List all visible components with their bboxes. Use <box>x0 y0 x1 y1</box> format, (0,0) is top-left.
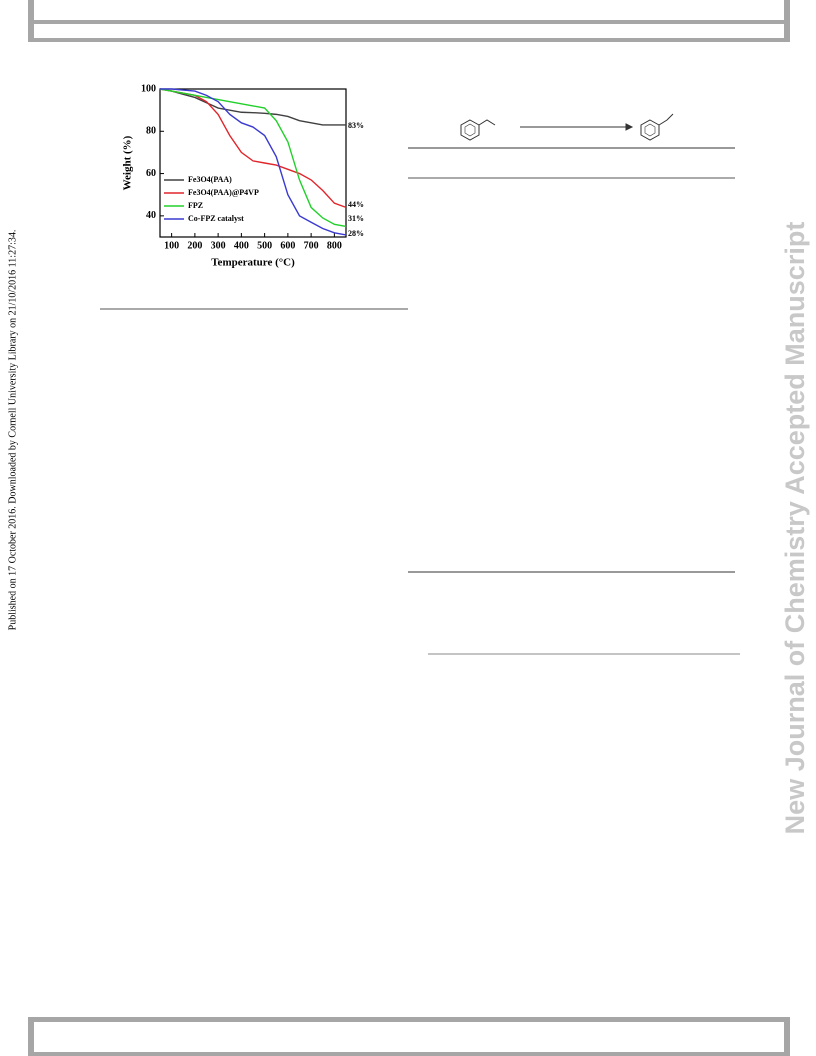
y-tick-label: 80 <box>146 126 156 137</box>
x-tick-label: 300 <box>211 240 226 251</box>
header-inner <box>34 24 784 38</box>
x-tick-label: 800 <box>327 240 342 251</box>
x-axis-label: Temperature (°C) <box>211 257 295 269</box>
footer-inner <box>34 1022 784 1052</box>
legend-label: Co-FPZ catalyst <box>188 214 244 223</box>
legend-label: Fe3O4(PAA)@P4VP <box>188 188 259 197</box>
annotation: 44% <box>348 200 364 209</box>
series-line <box>160 88 347 236</box>
x-tick-label: 700 <box>304 240 319 251</box>
annotation: 83% <box>348 121 364 130</box>
side-note: Published on 17 October 2016. Downloaded… <box>7 230 18 631</box>
scheme <box>460 113 674 141</box>
y-axis-label: Weight (%) <box>122 135 134 190</box>
annotation: 28% <box>348 229 364 238</box>
watermark: New Journal of Chemistry Accepted Manusc… <box>780 222 810 835</box>
annotation: 31% <box>348 214 364 223</box>
y-tick-label: 40 <box>146 210 156 221</box>
legend-label: Fe3O4(PAA) <box>188 175 232 184</box>
legend-label: FPZ <box>188 201 203 210</box>
x-tick-label: 500 <box>257 240 272 251</box>
header-inner <box>34 0 784 20</box>
series-line <box>159 88 347 228</box>
x-tick-label: 100 <box>164 240 179 251</box>
plot-frame <box>159 88 347 238</box>
series-line <box>159 88 346 126</box>
y-tick-label: 100 <box>141 83 156 94</box>
x-tick-label: 600 <box>280 240 295 251</box>
y-tick-label: 60 <box>146 168 156 179</box>
x-tick-label: 200 <box>187 240 202 251</box>
chart: 100 200 300 400 500 600 700 800 40 60 80 100 Tempera… <box>122 83 364 268</box>
x-tick-label: 400 <box>234 240 249 251</box>
